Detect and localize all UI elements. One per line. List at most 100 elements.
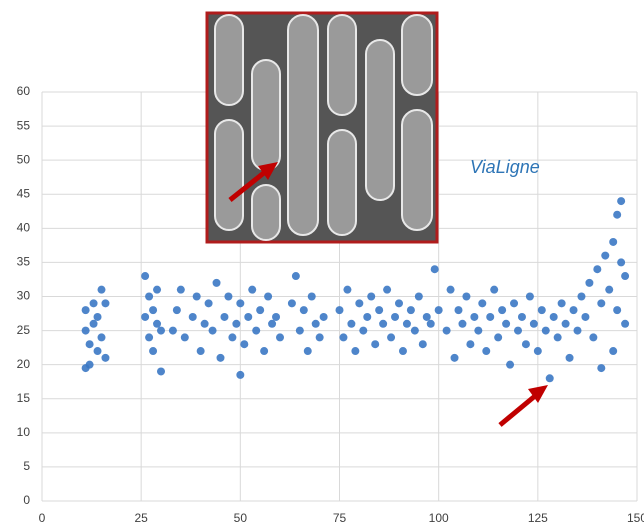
point [319,312,328,321]
point [264,292,273,301]
point [593,265,602,274]
point [101,299,110,308]
x-tick-label: 0 [39,511,46,525]
point [545,374,554,383]
point [268,319,277,328]
point [291,272,300,281]
point [585,278,594,287]
point [295,326,304,335]
point [442,326,451,335]
point [339,333,348,342]
x-tick-label: 25 [134,511,148,525]
point [141,272,150,281]
point [228,333,237,342]
point [252,326,261,335]
arrows [228,162,548,427]
point [236,299,245,308]
point [537,306,546,315]
point [482,347,491,356]
point [93,312,102,321]
point [478,299,487,308]
point [617,197,626,206]
point [565,353,574,362]
point [149,306,158,315]
point [276,333,284,342]
point [272,312,281,321]
point [466,340,475,349]
point [490,285,499,294]
point [208,326,217,335]
y-tick-label: 30 [17,289,31,303]
point [367,292,376,301]
point [153,285,162,294]
point [307,292,316,301]
point [157,367,165,376]
point [553,333,562,342]
point [145,292,154,301]
point [287,299,296,308]
point [529,319,538,328]
point [510,299,519,308]
point [395,299,403,308]
point [347,319,356,328]
point [609,347,618,356]
point [371,340,380,349]
point [498,306,507,315]
point [153,319,162,328]
point [446,285,455,294]
point [525,292,534,301]
y-tick-label: 15 [17,391,31,405]
point [450,353,459,362]
point [196,347,205,356]
point [89,299,98,308]
y-tick-label: 45 [17,186,31,200]
y-tick-label: 0 [23,493,30,507]
point [149,347,158,356]
point [406,306,415,315]
point [462,292,471,301]
point [379,319,388,328]
point [180,333,189,342]
point [569,306,578,315]
point [502,319,511,328]
point [383,285,392,294]
point [240,340,249,349]
annotation: ViaLigne [470,157,540,177]
point [351,347,360,356]
point [168,326,177,335]
point [89,319,98,328]
y-tick-label: 60 [17,84,31,98]
point [597,364,606,373]
point [577,292,586,301]
point [375,306,384,315]
point [426,319,435,328]
point [157,326,165,335]
point [474,326,483,335]
point [414,292,423,301]
point [494,333,503,342]
y-tick-label: 5 [23,459,30,473]
y-tick-label: 10 [17,425,31,439]
point [601,251,610,260]
point [609,237,618,246]
point [188,312,197,321]
point [541,326,550,335]
point [621,272,630,281]
point [581,312,590,321]
y-tick-label: 55 [17,118,31,132]
point [621,319,630,328]
point [470,312,479,321]
point [613,210,622,219]
point [176,285,185,294]
point [236,370,245,379]
point [549,312,558,321]
point [256,306,265,315]
point [81,326,90,335]
point [192,292,201,301]
point [101,353,110,362]
point [430,265,439,274]
point [85,340,94,349]
point [363,312,372,321]
point [299,306,308,315]
